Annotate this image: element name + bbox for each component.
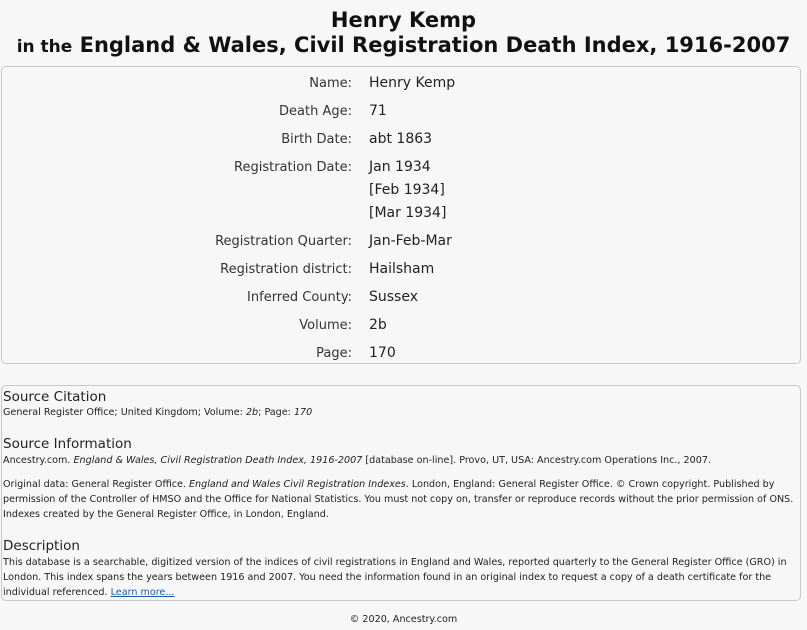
source-citation-heading: Source Citation xyxy=(3,389,107,405)
field-label-registration-quarter: Registration Quarter: xyxy=(215,234,352,249)
field-value-death-age: 71 xyxy=(369,103,387,119)
field-value-birth-date: abt 1863 xyxy=(369,131,433,147)
source-information-text: Ancestry.com. England & Wales, Civil Reg… xyxy=(3,455,712,466)
field-value-page: 170 xyxy=(369,345,396,361)
field-label-inferred-county: Inferred County: xyxy=(247,290,352,305)
learn-more-link[interactable]: Learn more... xyxy=(110,587,175,598)
field-label-birth-date: Birth Date: xyxy=(281,132,352,147)
field-label-volume: Volume: xyxy=(299,318,352,333)
field-value-registration-quarter: Jan-Feb-Mar xyxy=(369,233,452,249)
field-value-registration-date-alt: [Feb 1934] xyxy=(369,182,445,198)
field-label-death-age: Death Age: xyxy=(279,104,352,119)
field-value-registration-district: Hailsham xyxy=(369,261,435,277)
source-information-heading: Source Information xyxy=(3,436,132,452)
source-panel: Source Citation General Register Office;… xyxy=(1,385,801,601)
field-value-name: Henry Kemp xyxy=(369,75,456,91)
in-the-prefix: in the xyxy=(16,37,73,57)
page-header: Henry Kemp in the England & Wales, Civil… xyxy=(0,0,807,64)
field-value-registration-date-alt: [Mar 1934] xyxy=(369,205,447,221)
field-label-registration-date: Registration Date: xyxy=(234,160,352,175)
database-title: in the England & Wales, Civil Registrati… xyxy=(0,32,807,60)
field-label-name: Name: xyxy=(309,76,352,91)
original-data-text: Original data: General Register Office. … xyxy=(3,479,794,520)
field-value-inferred-county: Sussex xyxy=(369,289,418,305)
description-text: This database is a searchable, digitized… xyxy=(3,557,787,598)
person-name-title: Henry Kemp xyxy=(330,8,477,32)
field-label-registration-district: Registration district: xyxy=(220,262,352,277)
field-label-page: Page: xyxy=(316,346,352,361)
description-heading: Description xyxy=(3,538,80,554)
field-value-registration-date: Jan 1934 xyxy=(369,159,431,175)
field-value-volume: 2b xyxy=(369,317,387,333)
source-citation-text: General Register Office; United Kingdom;… xyxy=(3,407,313,418)
record-details-panel: Name: Henry Kemp Death Age: 71 Birth Dat… xyxy=(1,66,801,364)
database-title-text: England & Wales, Civil Registration Deat… xyxy=(79,33,791,57)
copyright-footer: © 2020, Ancestry.com xyxy=(349,614,458,625)
